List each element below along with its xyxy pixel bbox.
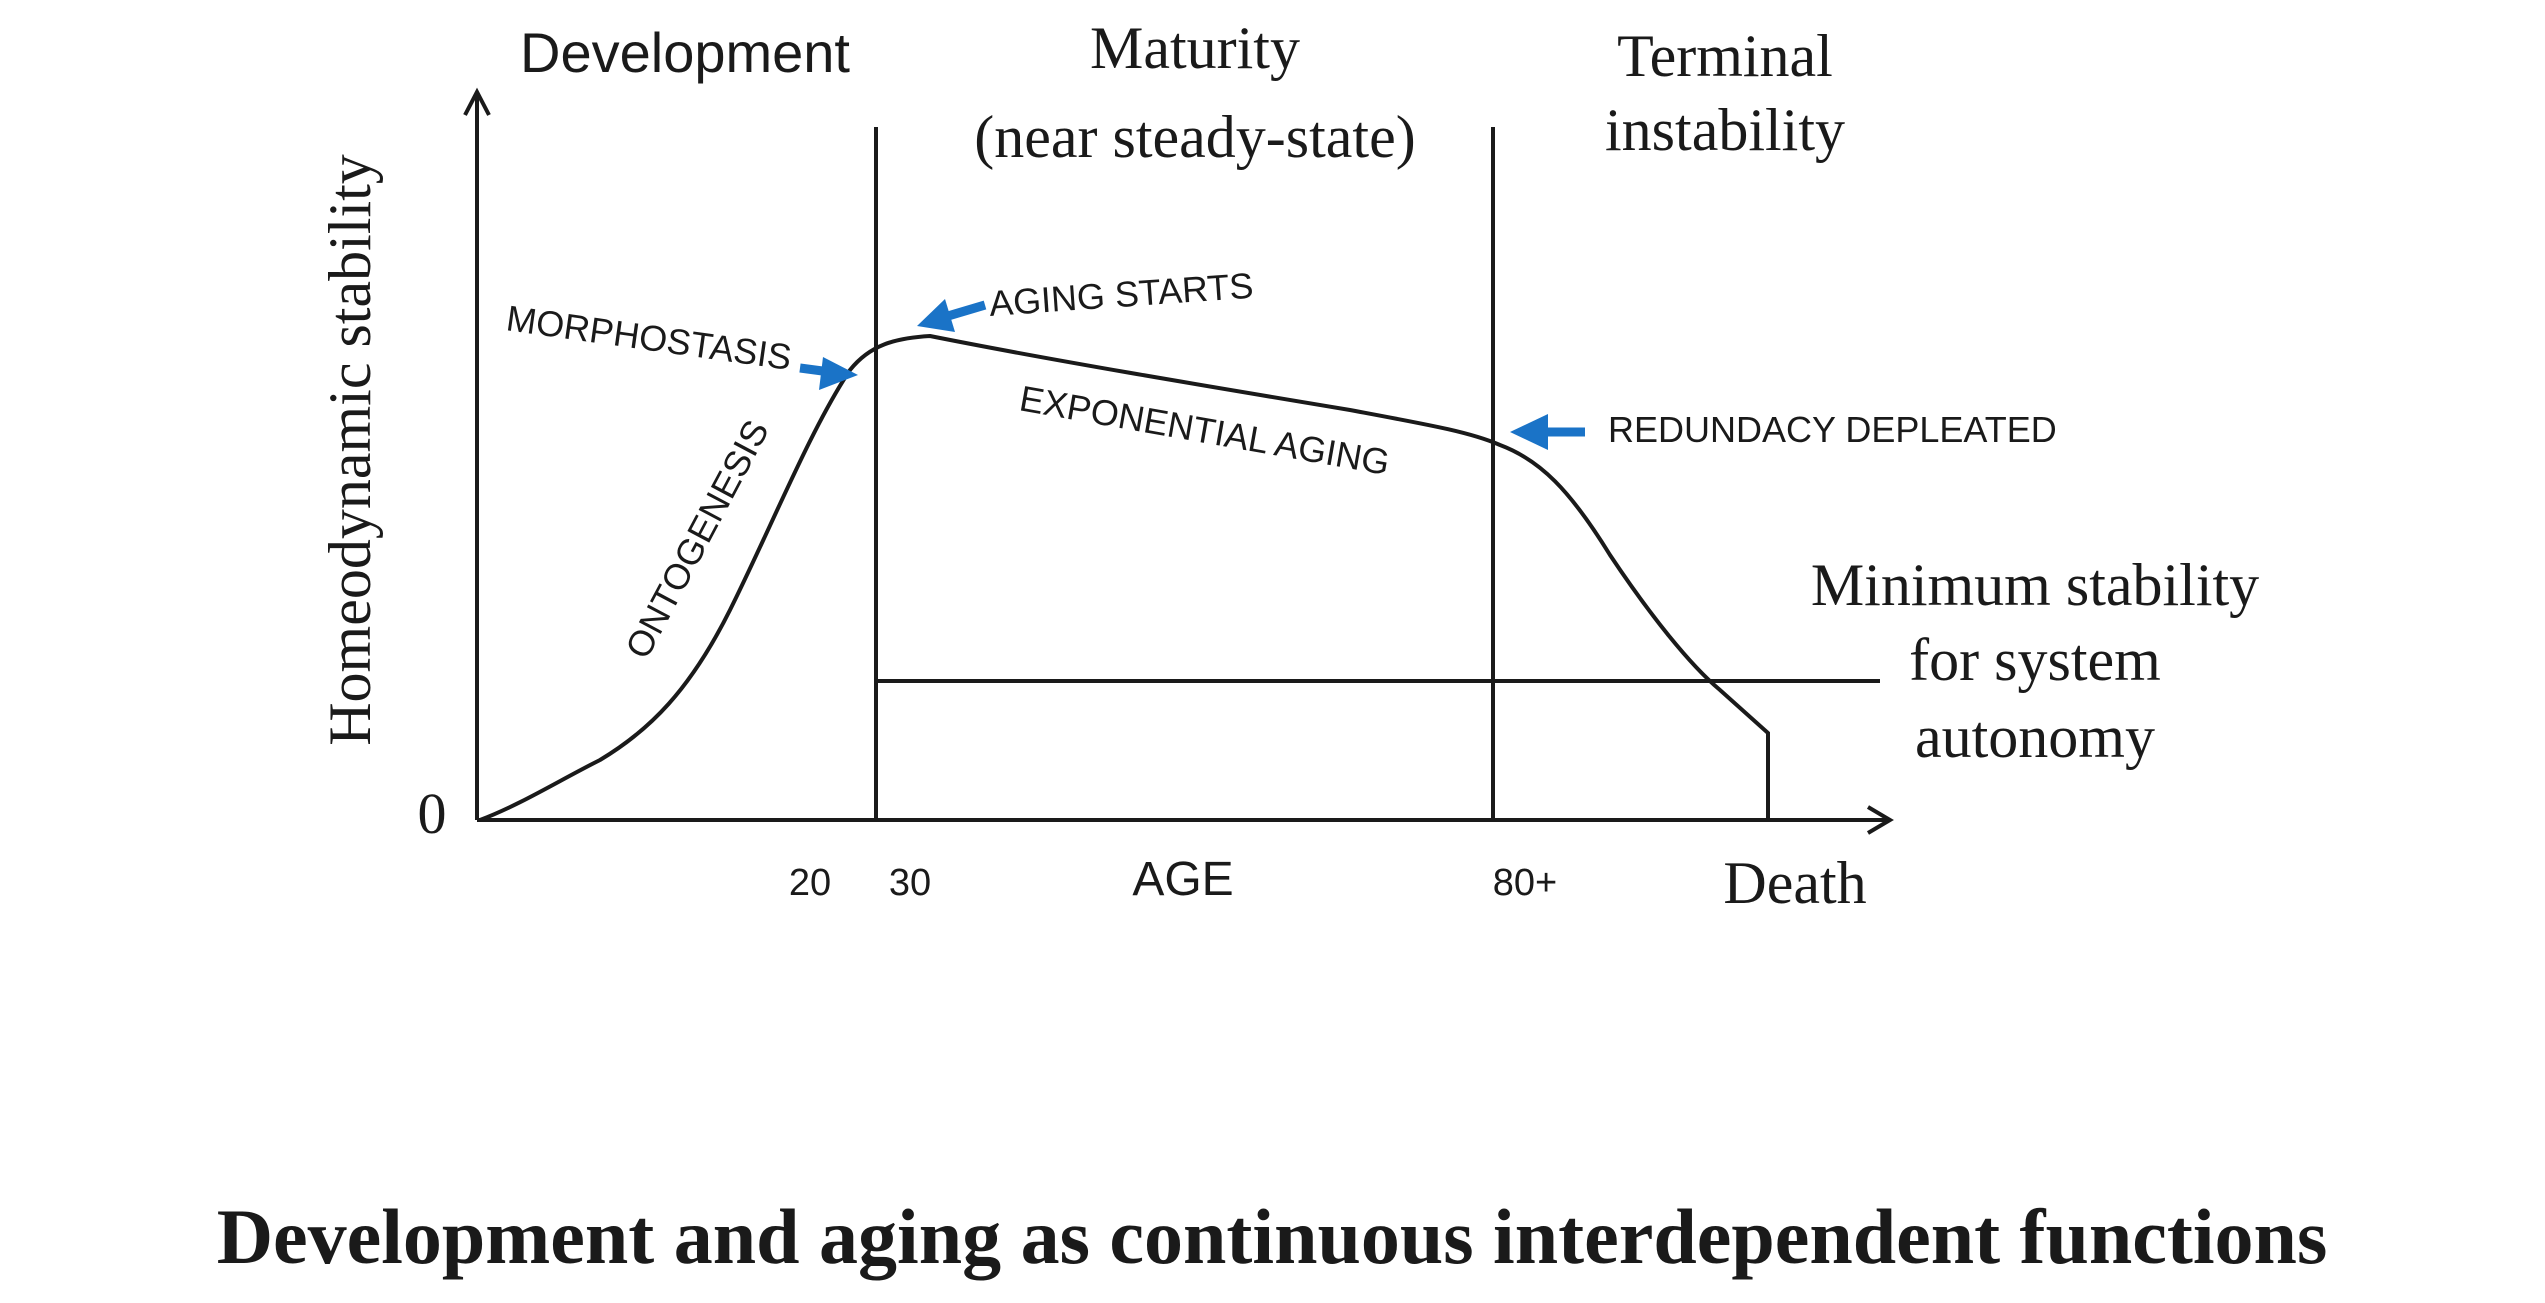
phase-terminal-line2: instability: [1605, 97, 1845, 163]
x-tick-80-plus: 80+: [1493, 862, 1557, 904]
x-axis: [477, 805, 1894, 835]
threshold-label-line2: for system: [1909, 627, 2161, 693]
x-axis-label: AGE: [1132, 853, 1233, 906]
phase-maturity-line2: (near steady-state): [974, 104, 1415, 170]
label-exponential-aging: EXPONENTIAL AGING: [1017, 378, 1393, 483]
stability-curve: [479, 333, 1770, 822]
label-redundancy-depleted: REDUNDACY DEPLEATED: [1608, 409, 2057, 450]
phase-development: Development: [520, 21, 850, 84]
x-tick-30: 30: [889, 862, 931, 904]
y-axis: [463, 87, 491, 820]
figure-caption: Development and aging as continuous inte…: [217, 1193, 2328, 1280]
threshold-label-line3: autonomy: [1915, 704, 2155, 770]
origin-label: 0: [418, 781, 447, 846]
phase-maturity-line1: Maturity: [1090, 15, 1300, 81]
aging-starts-arrow-icon: [917, 299, 987, 332]
threshold-label-line1: Minimum stability: [1811, 552, 2259, 618]
label-ontogenesis: ONTOGENESIS: [617, 413, 777, 665]
x-tick-death: Death: [1723, 850, 1866, 916]
phase-terminal-line1: Terminal: [1617, 23, 1833, 89]
redundancy-depleted-arrow-icon: [1510, 414, 1585, 450]
x-tick-20: 20: [789, 862, 831, 904]
label-aging-starts: AGING STARTS: [988, 265, 1255, 324]
morphostasis-arrow-icon: [799, 357, 858, 390]
label-morphostasis: MORPHOSTASIS: [504, 297, 794, 378]
y-axis-label: Homeodynamic stability: [317, 154, 383, 746]
